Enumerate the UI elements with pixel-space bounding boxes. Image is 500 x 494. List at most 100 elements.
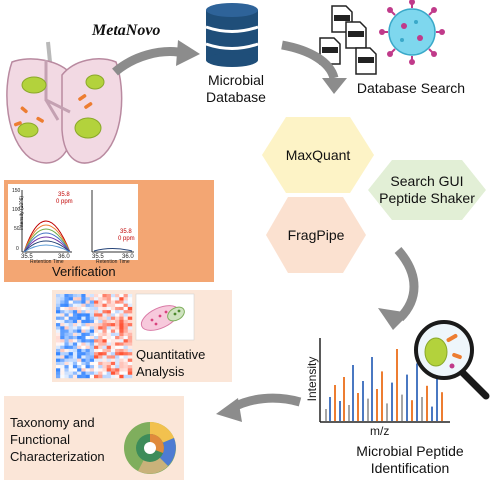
heatmap-cell <box>115 365 120 369</box>
heatmap-cell <box>94 323 99 327</box>
heatmap-cell <box>102 303 107 308</box>
heatmap-cell <box>115 342 120 346</box>
verification-right-ppm2: 0 ppm <box>118 236 135 242</box>
heatmap-cell <box>98 294 103 298</box>
heatmap-cell <box>89 365 95 369</box>
heatmap-cell <box>98 342 103 346</box>
heatmap-cell <box>81 348 86 353</box>
heatmap-cell <box>85 316 90 321</box>
heatmap-cell <box>119 345 124 350</box>
heatmap-cell <box>89 319 95 324</box>
heatmap-cell <box>56 332 61 337</box>
heatmap-cell <box>119 352 124 356</box>
heatmap-cell <box>89 316 95 321</box>
heatmap-cell <box>68 345 74 350</box>
heatmap-cell <box>72 345 78 350</box>
heatmap-cell <box>81 316 86 321</box>
verification-xlabel-right: Retention Time <box>96 259 130 265</box>
heatmap-cell <box>94 332 99 337</box>
heatmap-cell <box>119 336 124 340</box>
heatmap-cell <box>119 371 124 375</box>
heatmap-cell <box>60 323 65 327</box>
microbial-database-line2: Database <box>206 89 266 105</box>
heatmap-cell <box>81 297 86 301</box>
heatmap-cell <box>106 371 112 375</box>
heatmap-cell <box>60 339 65 343</box>
heatmap-cell <box>98 371 103 375</box>
heatmap-cell <box>115 303 120 308</box>
heatmap-cell <box>119 297 124 301</box>
heatmap-cell <box>127 336 133 340</box>
heatmap-cell <box>102 332 107 337</box>
heatmap-cell <box>85 352 90 356</box>
heatmap-cell <box>102 368 107 372</box>
heatmap-cell <box>119 313 124 317</box>
heatmap-cell <box>123 358 128 363</box>
heatmap-cell <box>123 355 128 359</box>
heatmap-cell <box>98 313 103 317</box>
heatmap-cell <box>127 361 133 366</box>
heatmap-cell <box>68 329 74 333</box>
heatmap-cell <box>72 313 78 317</box>
heatmap-cell <box>60 355 65 359</box>
heatmap-cell <box>106 342 112 346</box>
searchgui-line1: Search GUI <box>390 173 464 189</box>
heatmap-cell <box>106 368 112 372</box>
heatmap-cell <box>98 326 103 330</box>
heatmap-cell <box>68 316 74 321</box>
heatmap-cell <box>60 352 65 356</box>
heatmap-cell <box>94 329 99 333</box>
heatmap-cell <box>98 352 103 356</box>
heatmap-cell <box>102 358 107 363</box>
heatmap-cell <box>110 358 116 363</box>
heatmap-cell <box>64 326 69 330</box>
heatmap-cell <box>68 365 74 369</box>
heatmap-cell <box>64 361 69 366</box>
maxquant-label: MaxQuant <box>285 147 351 163</box>
heatmap-cell <box>110 365 116 369</box>
heatmap-cell <box>119 306 124 311</box>
heatmap-cell <box>102 319 107 324</box>
heatmap-cell <box>56 300 61 304</box>
heatmap-cell <box>102 300 107 304</box>
heatmap-cell <box>110 361 116 366</box>
heatmap-cell <box>110 303 116 308</box>
heatmap-cell <box>110 313 116 317</box>
heatmap-cell <box>98 306 103 311</box>
verification-right-ppm: 35.8 <box>120 229 132 235</box>
verification-title: Verification <box>52 264 116 279</box>
heatmap-cell <box>89 306 95 311</box>
heatmap-cell <box>68 300 74 304</box>
heatmap-cell <box>60 297 65 301</box>
heatmap-cell <box>106 319 112 324</box>
heatmap-cell <box>89 336 95 340</box>
heatmap-cell <box>85 323 90 327</box>
heatmap-cell <box>81 339 86 343</box>
verification-ytick-1: 150 <box>12 188 21 194</box>
arrow-lung-to-database <box>112 40 200 76</box>
heatmap-cell <box>68 358 74 363</box>
searchgui-hexagon <box>368 160 486 220</box>
heatmap-cell <box>127 306 133 311</box>
magnifier-icon <box>414 320 490 400</box>
heatmap-cell <box>72 371 78 375</box>
virus-icon <box>379 0 445 65</box>
heatmap-cell <box>106 313 112 317</box>
heatmap-cell <box>123 342 128 346</box>
heatmap-cell <box>56 319 61 324</box>
heatmap-cell <box>119 300 124 304</box>
heatmap-cell <box>72 348 78 353</box>
taxonomy-line2: Functional <box>10 432 70 447</box>
heatmap-cell <box>123 319 128 324</box>
heatmap-cell <box>119 326 124 330</box>
heatmap-cell <box>106 326 112 330</box>
heatmap-cell <box>123 371 128 375</box>
pca-plot-icon <box>135 293 195 341</box>
heatmap-cell <box>77 355 82 359</box>
heatmap-cell <box>77 342 82 346</box>
heatmap-cell <box>94 355 99 359</box>
heatmap-cell <box>102 329 107 333</box>
heatmap-cell <box>72 310 78 314</box>
heatmap-cell <box>60 374 65 379</box>
heatmap-cell <box>68 355 74 359</box>
